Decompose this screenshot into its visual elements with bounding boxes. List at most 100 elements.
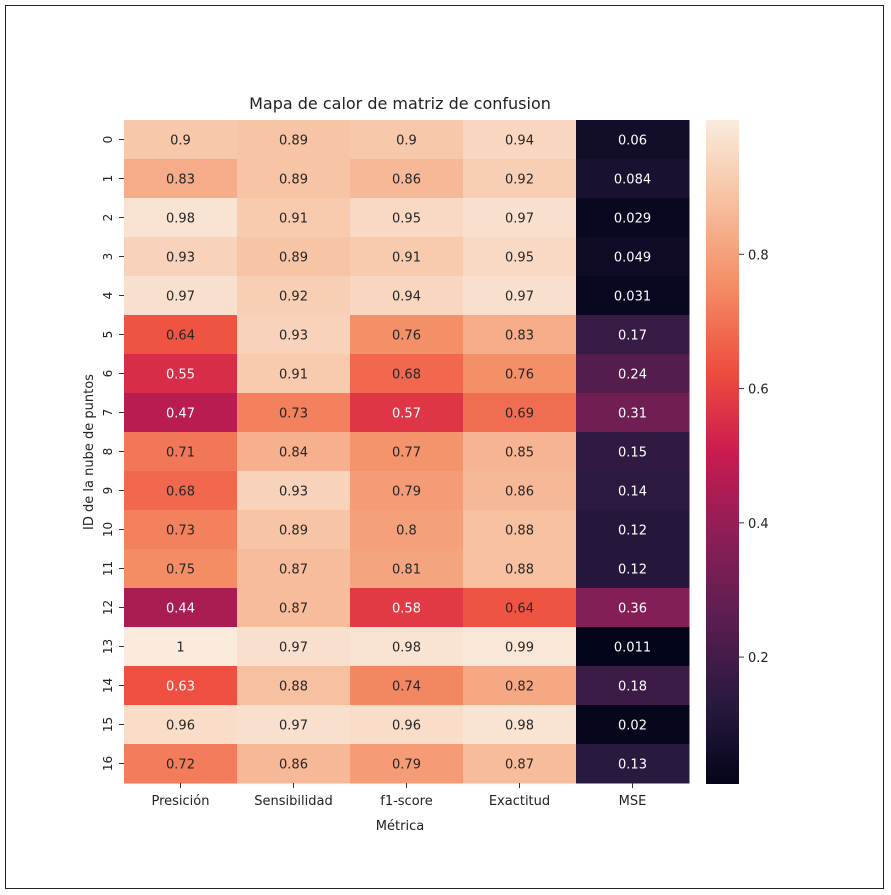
y-tick-label: 10 bbox=[101, 522, 115, 537]
cell-value-label: 0.87 bbox=[279, 563, 308, 578]
heatmap-cell bbox=[350, 627, 464, 667]
heatmap-cell bbox=[237, 120, 351, 160]
y-tick-label: 4 bbox=[101, 292, 115, 300]
heatmap-cell bbox=[124, 276, 238, 316]
cell-value-label: 0.049 bbox=[614, 251, 651, 266]
heatmap-cell bbox=[124, 198, 238, 238]
heatmap-cell bbox=[350, 588, 464, 628]
x-axis-label: Métrica bbox=[376, 819, 424, 834]
heatmap-cell bbox=[350, 315, 464, 355]
cell-value-label: 0.06 bbox=[618, 134, 647, 149]
cell-value-label: 0.031 bbox=[614, 290, 651, 305]
heatmap-cell bbox=[124, 120, 238, 160]
cell-value-label: 0.86 bbox=[392, 173, 421, 188]
cell-value-label: 0.87 bbox=[279, 602, 308, 617]
cell-value-label: 0.15 bbox=[618, 446, 647, 461]
heatmap-cell bbox=[576, 705, 690, 745]
cell-value-label: 0.89 bbox=[279, 134, 308, 149]
y-tick-label: 3 bbox=[101, 253, 115, 261]
x-axis: Presición Sensibilidad f1-score Exactitud MS… bbox=[151, 783, 646, 809]
heatmap-cell bbox=[124, 354, 238, 394]
heatmap-cell-labels: 0.9 0.89 0.9 0.94 0.06 0.83 0.89 0.86 0.92 0.084 0… bbox=[166, 134, 651, 773]
heatmap-cell bbox=[124, 159, 238, 199]
heatmap-cell bbox=[463, 627, 577, 667]
heatmap-cell bbox=[463, 549, 577, 589]
cell-value-label: 0.47 bbox=[166, 407, 195, 422]
heatmap-cell bbox=[350, 237, 464, 277]
y-tick-label: 8 bbox=[101, 448, 115, 456]
cell-value-label: 0.88 bbox=[505, 563, 534, 578]
heatmap-cell bbox=[124, 237, 238, 277]
heatmap-cell bbox=[124, 627, 238, 667]
cell-value-label: 0.93 bbox=[279, 485, 308, 500]
cell-value-label: 0.12 bbox=[618, 563, 647, 578]
heatmap-cell bbox=[124, 588, 238, 628]
cell-value-label: 0.96 bbox=[392, 719, 421, 734]
cell-value-label: 0.95 bbox=[505, 251, 534, 266]
cell-value-label: 0.98 bbox=[166, 212, 195, 227]
heatmap-cell bbox=[124, 549, 238, 589]
heatmap-cell bbox=[463, 705, 577, 745]
heatmap-cell bbox=[576, 588, 690, 628]
cell-value-label: 0.44 bbox=[166, 602, 195, 617]
cell-value-label: 0.72 bbox=[166, 758, 195, 773]
heatmap-cell bbox=[350, 666, 464, 706]
heatmap-cell bbox=[237, 237, 351, 277]
heatmap-cell bbox=[350, 354, 464, 394]
heatmap-cell bbox=[576, 666, 690, 706]
heatmap-cell bbox=[350, 198, 464, 238]
y-tick-label: 11 bbox=[101, 561, 115, 576]
cell-value-label: 0.71 bbox=[166, 446, 195, 461]
heatmap-cell bbox=[124, 744, 238, 784]
cell-value-label: 0.96 bbox=[166, 719, 195, 734]
cell-value-label: 0.86 bbox=[505, 485, 534, 500]
x-tick-label: Presición bbox=[151, 794, 209, 809]
cell-value-label: 0.91 bbox=[279, 212, 308, 227]
cell-value-label: 0.64 bbox=[505, 602, 534, 617]
cell-value-label: 0.57 bbox=[392, 407, 421, 422]
heatmap-cell bbox=[576, 744, 690, 784]
cell-value-label: 0.87 bbox=[505, 758, 534, 773]
cell-value-label: 0.69 bbox=[505, 407, 534, 422]
cell-value-label: 0.75 bbox=[166, 563, 195, 578]
x-tick-label: Exactitud bbox=[489, 794, 550, 809]
cell-value-label: 0.97 bbox=[279, 641, 308, 656]
y-tick-label: 2 bbox=[101, 214, 115, 222]
heatmap-cell bbox=[576, 549, 690, 589]
cell-value-label: 0.89 bbox=[279, 524, 308, 539]
y-tick-label: 14 bbox=[101, 678, 115, 693]
cell-value-label: 0.76 bbox=[505, 368, 534, 383]
heatmap-cell bbox=[237, 198, 351, 238]
cell-value-label: 0.88 bbox=[279, 680, 308, 695]
cell-value-label: 0.79 bbox=[392, 758, 421, 773]
x-tick-label: MSE bbox=[619, 794, 647, 809]
cell-value-label: 0.83 bbox=[166, 173, 195, 188]
heatmap-cell bbox=[576, 276, 690, 316]
cell-value-label: 0.97 bbox=[505, 290, 534, 305]
y-tick-label: 0 bbox=[101, 136, 115, 144]
heatmap-cell bbox=[350, 276, 464, 316]
cell-value-label: 0.64 bbox=[166, 329, 195, 344]
cell-value-label: 0.084 bbox=[614, 173, 651, 188]
y-tick-label: 9 bbox=[101, 487, 115, 495]
cell-value-label: 0.9 bbox=[170, 134, 191, 149]
heatmap-cell bbox=[124, 705, 238, 745]
cell-value-label: 0.13 bbox=[618, 758, 647, 773]
heatmap-cell bbox=[576, 237, 690, 277]
cell-value-label: 0.94 bbox=[505, 134, 534, 149]
heatmap-cell bbox=[350, 471, 464, 511]
cell-value-label: 0.82 bbox=[505, 680, 534, 695]
colorbar-ticks: 0.2 0.4 0.6 0.8 bbox=[739, 248, 769, 666]
heatmap-cell bbox=[124, 666, 238, 706]
heatmap-cell bbox=[237, 744, 351, 784]
heatmap-cell bbox=[124, 315, 238, 355]
heatmap-cell bbox=[576, 471, 690, 511]
heatmap-cell bbox=[124, 432, 238, 472]
heatmap-cell bbox=[463, 744, 577, 784]
heatmap-cell bbox=[237, 393, 351, 433]
cell-value-label: 0.93 bbox=[166, 251, 195, 266]
cell-value-label: 0.77 bbox=[392, 446, 421, 461]
cell-value-label: 0.91 bbox=[392, 251, 421, 266]
heatmap-cell bbox=[463, 354, 577, 394]
